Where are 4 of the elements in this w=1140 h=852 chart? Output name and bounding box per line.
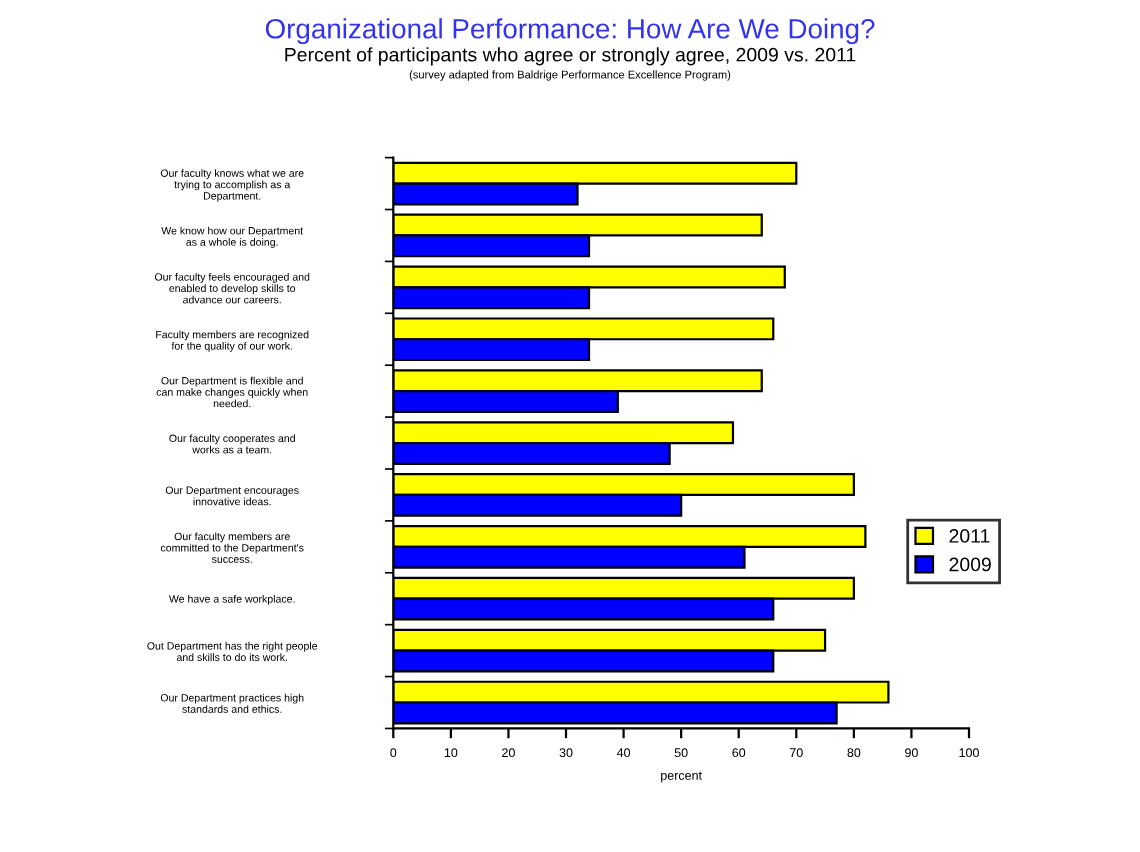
legend-label: 2009 [949, 557, 991, 572]
legend-label: 2011 [949, 529, 990, 543]
chart-title: Organizational Performance: How Are We Doing? [265, 18, 875, 45]
chart-subtitle: Percent of participants who agree or strongly agree, 2009 vs. 2011 [285, 47, 856, 66]
